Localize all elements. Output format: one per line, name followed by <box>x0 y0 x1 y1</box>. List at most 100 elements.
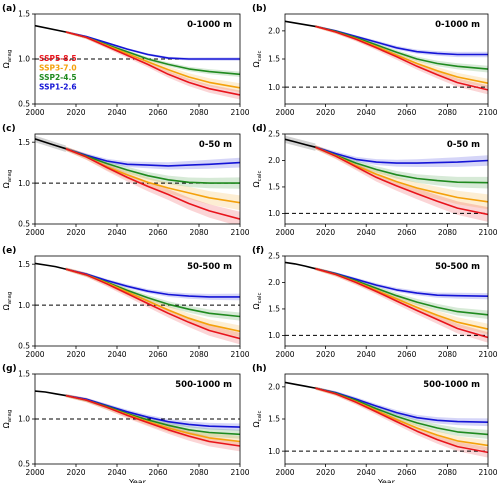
legend-entry-ssp2-4.5: SSP2-4.5 <box>39 73 77 82</box>
panel-c: 2000 2020 2040 2060 2080 2100 0.5 1.0 1.5(c) 0-50… <box>2 124 250 237</box>
y-tick-label: 1.0 <box>268 447 280 456</box>
plot-area-e <box>35 262 240 345</box>
x-tick-label: 2060 <box>397 468 416 477</box>
y-axis-label-main: Ω <box>2 62 11 68</box>
x-tick-label: 2000 <box>25 108 44 117</box>
depth-label: 50-500 m <box>435 262 480 272</box>
y-tick-label: 1.0 <box>18 179 30 188</box>
series-line-ssp5-8.5 <box>315 387 488 454</box>
x-axis-label: Year <box>377 478 396 483</box>
series-line-historical <box>285 261 316 270</box>
series-line-ssp5-8.5 <box>315 146 488 216</box>
y-tick-label: 2.5 <box>268 252 280 261</box>
y-axis-label: Ωcalc <box>252 50 263 67</box>
legend-entry-ssp1-2.6: SSP1-2.6 <box>39 83 77 92</box>
x-tick-label: 2040 <box>107 468 126 477</box>
series-line-ssp1-2.6 <box>315 146 488 164</box>
y-axis-label-main: Ω <box>2 422 11 428</box>
depth-label: 0-1000 m <box>187 20 232 30</box>
x-tick-label: 2040 <box>357 350 376 359</box>
series-line-ssp1-2.6 <box>315 387 488 423</box>
y-tick-label: 1.5 <box>18 10 30 19</box>
band-ssp2-4.5 <box>65 394 240 439</box>
y-axis-label: Ωarag <box>2 410 13 429</box>
y-axis-label: Ωarag <box>2 170 13 189</box>
panel-tag: (g) <box>2 364 17 374</box>
y-tick-label: 1.5 <box>268 415 280 424</box>
depth-label: 0-1000 m <box>435 20 480 30</box>
x-tick-label: 2000 <box>275 228 294 237</box>
series-line-ssp2-4.5 <box>315 146 488 184</box>
plot-area-h <box>285 381 488 458</box>
panel-h: 2000 2020 2040 2060 2080 2100 1.0 1.5 2.0(h) 500-… <box>252 364 498 483</box>
plot-area-a <box>35 24 240 100</box>
y-tick-label: 1.0 <box>268 331 280 340</box>
series-line-ssp5-8.5 <box>315 25 488 91</box>
series-line-ssp5-8.5 <box>65 31 240 96</box>
panel-f: 2000 2020 2040 2060 2080 2100 1.0 1.5 2.0 2.5 (f) 5… <box>252 246 498 359</box>
series-line-ssp5-8.5 <box>65 268 240 340</box>
series-line-historical <box>35 390 66 397</box>
y-axis-label-main: Ω <box>2 182 11 188</box>
x-tick-label: 2080 <box>189 108 208 117</box>
panel-tag: (h) <box>252 364 267 374</box>
y-axis-label: Ωarag <box>2 50 13 69</box>
series-line-historical <box>35 262 66 270</box>
y-axis-label-sub: arag <box>7 50 13 63</box>
y-tick-label: 1.0 <box>268 83 280 92</box>
plot-area-f <box>285 261 488 343</box>
panel-tag: (a) <box>2 4 16 14</box>
panel-g: 2000 2020 2040 2060 2080 2100 0.5 1.0 1.5(g) 500-… <box>2 364 250 483</box>
y-tick-label: 0.5 <box>18 220 30 229</box>
y-tick-label: 1.0 <box>18 301 30 310</box>
y-tick-label: 1.0 <box>268 209 280 218</box>
x-tick-label: 2060 <box>397 228 416 237</box>
x-tick-label: 2080 <box>438 108 457 117</box>
x-tick-label: 2020 <box>66 468 85 477</box>
y-tick-label: 1.0 <box>18 415 30 424</box>
y-axis-label-main: Ω <box>252 303 261 309</box>
depth-label: 0-50 m <box>199 140 232 150</box>
band-ssp1-2.6 <box>65 268 240 301</box>
series-line-historical <box>285 138 316 148</box>
series-line-historical <box>285 20 316 28</box>
band-ssp2-4.5 <box>65 147 240 189</box>
x-tick-label: 2000 <box>275 468 294 477</box>
series-line-ssp1-2.6 <box>65 394 240 428</box>
y-tick-label: 2.0 <box>268 27 280 36</box>
x-tick-label: 2040 <box>357 108 376 117</box>
depth-label: 50-500 m <box>187 262 232 272</box>
y-tick-label: 1.5 <box>18 370 30 379</box>
x-axis-label: Year <box>128 478 147 483</box>
x-tick-label: 2000 <box>275 350 294 359</box>
series-line-ssp5-8.5 <box>315 267 488 339</box>
band-ssp5-8.5 <box>65 146 240 224</box>
legend-entry-ssp3-7.0: SSP3-7.0 <box>39 64 77 73</box>
y-axis-label-sub: calc <box>257 292 263 303</box>
x-tick-label: 2000 <box>275 108 294 117</box>
plot-area-c <box>35 135 240 224</box>
depth-label: 500-1000 m <box>423 380 480 390</box>
y-tick-label: 2.5 <box>268 130 280 139</box>
x-tick-label: 2020 <box>316 350 335 359</box>
y-axis-label: Ωcalc <box>252 170 263 187</box>
panel-b: 2000 2020 2040 2060 2080 2100 1.0 1.5 2.0 (b) 0-10… <box>252 4 498 117</box>
x-tick-label: 2060 <box>148 228 167 237</box>
x-tick-label: 2040 <box>107 228 126 237</box>
series-line-ssp5-8.5 <box>65 147 240 220</box>
y-tick-label: 0.5 <box>18 100 30 109</box>
axes-frame <box>284 255 489 347</box>
y-axis-label-main: Ω <box>252 181 261 187</box>
x-tick-label: 2100 <box>478 108 497 117</box>
x-tick-label: 2100 <box>230 228 249 237</box>
x-tick-label: 2080 <box>189 468 208 477</box>
legend-entry-ssp5-8.5: SSP5-8.5 <box>39 54 77 63</box>
y-tick-label: 1.5 <box>268 55 280 64</box>
panel-e: 2000 2020 2040 2060 2080 2100 0.5 1.0 1.5(e) 50-5… <box>2 246 250 359</box>
series-line-historical <box>35 138 67 150</box>
panel-a: 2000 2020 2040 2060 2080 2100 0.5 1.0 1.5(a) 0-10… <box>2 4 250 117</box>
y-axis-label: Ωcalc <box>252 410 263 427</box>
x-tick-label: 2000 <box>25 468 44 477</box>
series-line-ssp1-2.6 <box>65 147 240 167</box>
